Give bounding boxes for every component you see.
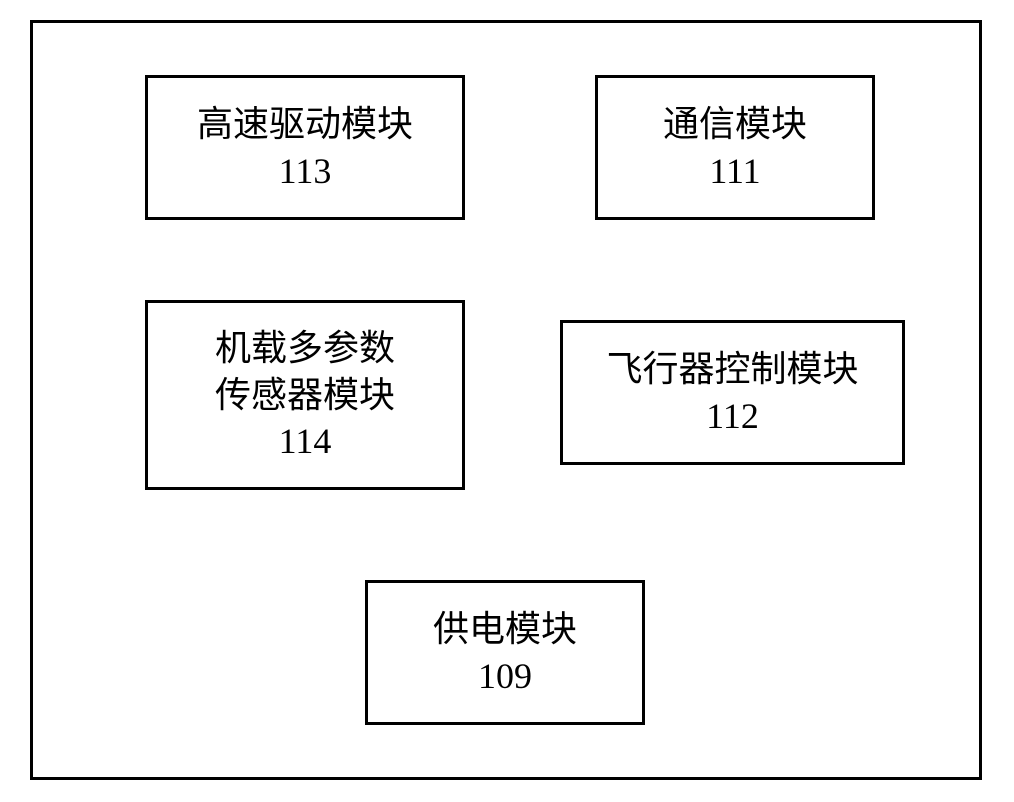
module-number: 109: [478, 653, 532, 700]
module-number: 114: [279, 418, 332, 465]
module-label: 飞行器控制模块: [606, 346, 858, 393]
module-label: 高速驱动模块: [197, 101, 413, 148]
module-label: 机载多参数传感器模块: [215, 325, 395, 419]
module-label: 通信模块: [663, 101, 807, 148]
module-number: 111: [709, 148, 760, 195]
module-power-supply: 供电模块 109: [365, 580, 645, 725]
module-number: 113: [279, 148, 332, 195]
module-label: 供电模块: [433, 606, 577, 653]
module-aircraft-control: 飞行器控制模块 112: [560, 320, 905, 465]
module-onboard-sensor: 机载多参数传感器模块 114: [145, 300, 465, 490]
module-number: 112: [706, 393, 759, 440]
module-communication: 通信模块 111: [595, 75, 875, 220]
module-high-speed-drive: 高速驱动模块 113: [145, 75, 465, 220]
